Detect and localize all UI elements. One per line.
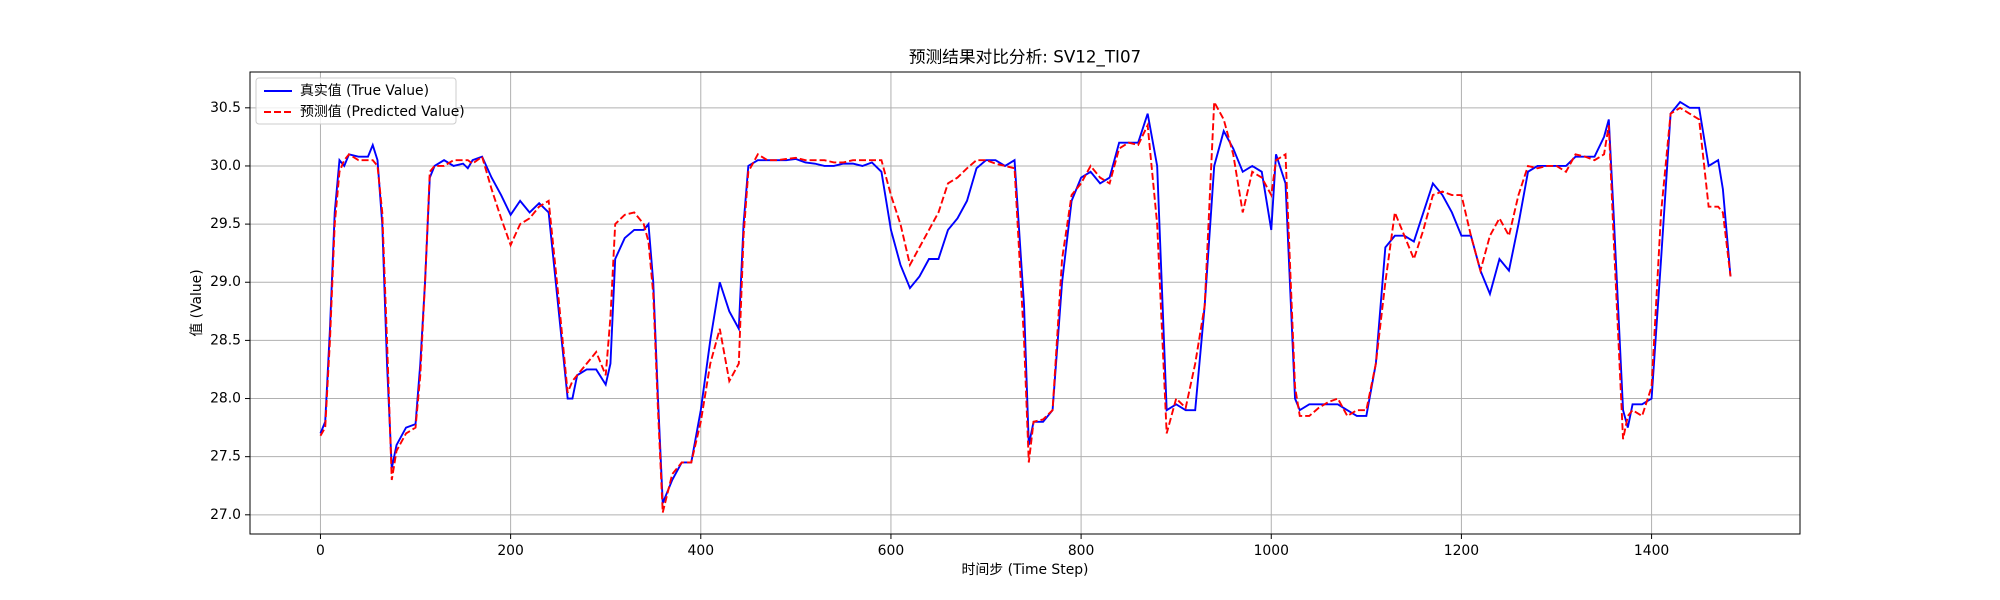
x-tick-label: 400 bbox=[688, 543, 715, 559]
x-tick-label: 1400 bbox=[1634, 543, 1669, 559]
x-tick-label: 600 bbox=[878, 543, 905, 559]
y-tick-label: 29.5 bbox=[210, 216, 241, 232]
plot-frame bbox=[249, 71, 1801, 535]
x-tick-label: 0 bbox=[316, 543, 325, 559]
x-tick-label: 800 bbox=[1068, 543, 1095, 559]
legend-label: 预测值 (Predicted Value) bbox=[300, 104, 465, 120]
y-tick-label: 28.5 bbox=[210, 332, 241, 348]
x-tick-label: 1000 bbox=[1254, 543, 1289, 559]
series-line bbox=[319, 98, 1732, 513]
y-tick-label: 28.0 bbox=[210, 391, 241, 407]
legend-label: 真实值 (True Value) bbox=[300, 83, 429, 99]
y-tick-label: 30.0 bbox=[210, 158, 241, 174]
x-tick-label: 1200 bbox=[1444, 543, 1479, 559]
series-line bbox=[319, 100, 1732, 504]
y-tick-label: 29.0 bbox=[210, 274, 241, 290]
x-tick-label: 200 bbox=[497, 543, 524, 559]
y-axis-label: 值 (Value) bbox=[189, 269, 205, 336]
chart-title: 预测结果对比分析: SV12_TI07 bbox=[909, 47, 1141, 68]
x-axis-label: 时间步 (Time Step) bbox=[962, 562, 1089, 578]
y-tick-label: 30.5 bbox=[210, 100, 241, 116]
y-tick-label: 27.5 bbox=[210, 449, 241, 465]
y-tick-label: 27.0 bbox=[210, 507, 241, 523]
legend-box bbox=[255, 77, 457, 125]
